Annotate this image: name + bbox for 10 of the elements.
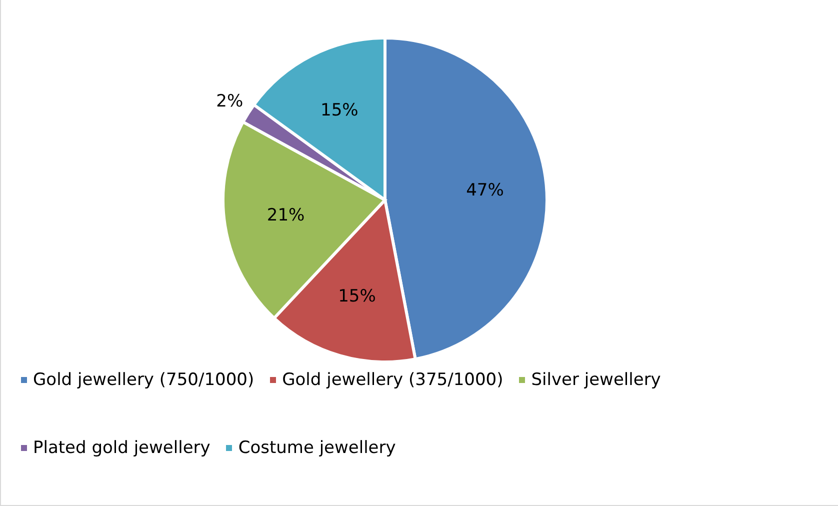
data-label: 2%	[216, 91, 244, 112]
legend-label: Costume jewellery	[238, 438, 396, 458]
data-label: 15%	[338, 286, 376, 306]
legend-label: Plated gold jewellery	[33, 438, 210, 458]
legend-label: Gold jewellery (375/1000)	[282, 370, 504, 390]
legend-label: Silver jewellery	[531, 370, 661, 390]
legend-label: Gold jewellery (750/1000)	[33, 370, 254, 390]
data-label: 15%	[320, 100, 358, 121]
data-label: 47%	[466, 180, 504, 201]
data-label: 21%	[266, 206, 305, 226]
